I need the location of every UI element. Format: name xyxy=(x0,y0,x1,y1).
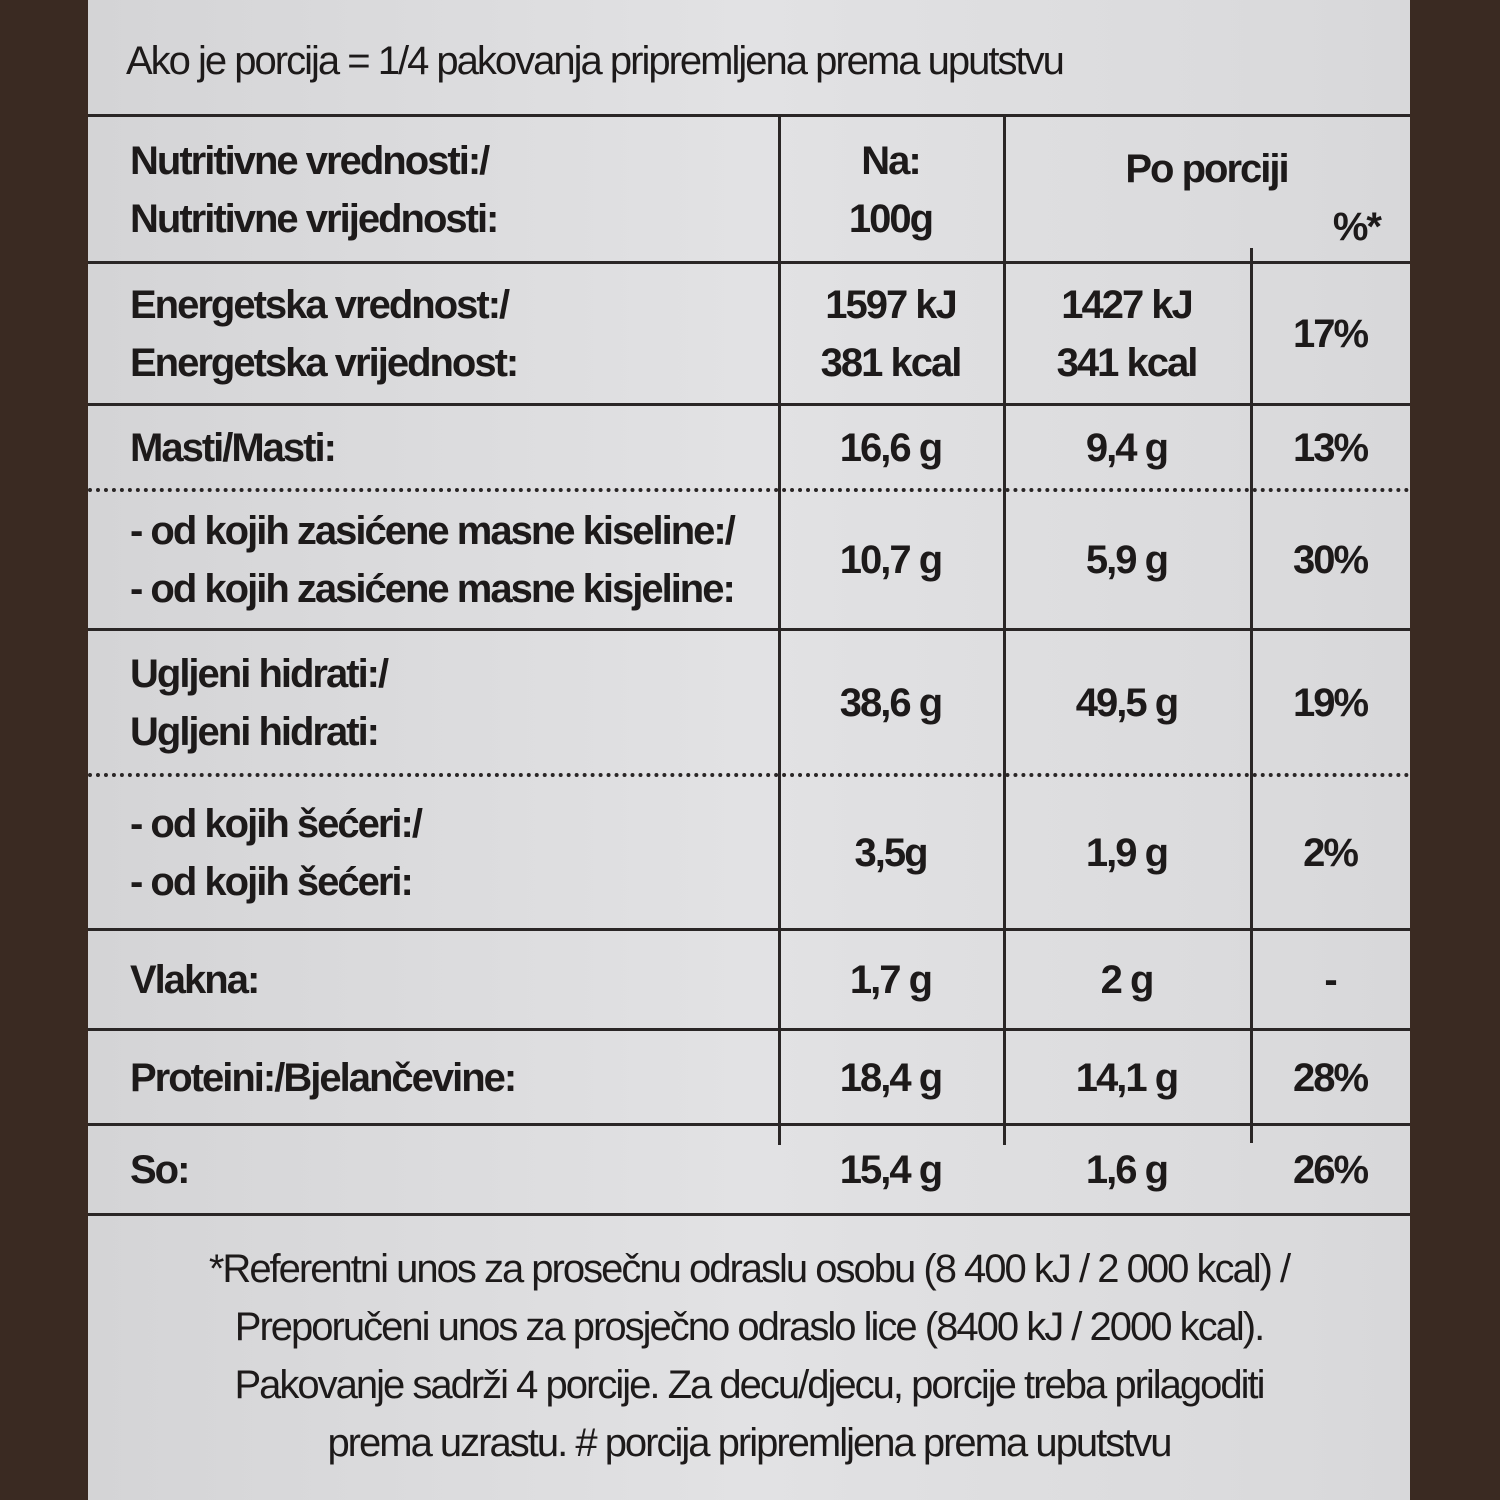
footnote: prema uzrastu. # porcija pripremljena pr… xyxy=(327,1421,1172,1465)
rule xyxy=(88,1028,1410,1031)
rule xyxy=(1003,115,1006,1145)
rule xyxy=(88,403,1410,406)
per-portion: 1427 kJ xyxy=(1061,283,1194,327)
percent: 17% xyxy=(1292,312,1369,356)
rule xyxy=(88,114,1410,117)
serving-note: Ako je porcija = 1/4 pakovanja pripremlj… xyxy=(126,39,1065,83)
per-portion: 341 kcal xyxy=(1056,341,1199,385)
per-100g: 381 kcal xyxy=(820,341,963,385)
rule xyxy=(1250,248,1253,1143)
per-portion: 2 g xyxy=(1100,958,1155,1002)
column-header: %* xyxy=(1332,205,1382,249)
rule xyxy=(88,928,1410,931)
column-header: Na: xyxy=(861,139,921,183)
row-label: Masti/Masti: xyxy=(130,425,337,470)
column-header: Nutritivne vrijednosti: xyxy=(130,197,499,241)
column-header: Po porciji xyxy=(1125,147,1289,191)
rule xyxy=(88,628,1410,631)
percent: 2% xyxy=(1303,830,1359,875)
rule xyxy=(88,1213,1410,1216)
row-label: - od kojih šećeri: xyxy=(130,859,414,904)
per-100g: 38,6 g xyxy=(839,680,943,725)
row-label: Energetska vrijednost: xyxy=(130,341,519,385)
percent: 26% xyxy=(1292,1148,1369,1192)
column-header: 100g xyxy=(848,197,934,241)
per-portion: 1,6 g xyxy=(1085,1148,1169,1192)
row-label: Proteini:/Bjelančevine: xyxy=(130,1055,517,1100)
per-100g: 1597 kJ xyxy=(825,283,958,327)
per-100g: 1,7 g xyxy=(849,958,933,1002)
row-label: Ugljeni hidrati: xyxy=(130,709,380,754)
percent: 30% xyxy=(1292,538,1369,582)
per-portion: 5,9 g xyxy=(1085,538,1169,582)
percent: 19% xyxy=(1292,680,1369,725)
per-100g: 16,6 g xyxy=(839,425,943,470)
row-label: - od kojih zasićene masne kiseline:/ xyxy=(130,509,736,553)
rule xyxy=(88,1123,1410,1126)
row-label: Vlakna: xyxy=(130,958,260,1002)
rule xyxy=(778,115,781,1145)
percent: 28% xyxy=(1292,1055,1369,1100)
row-label: Energetska vrednost:/ xyxy=(130,283,510,327)
percent: 13% xyxy=(1292,425,1369,470)
row-label: - od kojih zasićene masne kisjeline: xyxy=(130,567,736,611)
nutrition-label: Ako je porcija = 1/4 pakovanja pripremlj… xyxy=(88,0,1410,1500)
per-100g: 3,5g xyxy=(854,830,928,875)
rule xyxy=(88,261,1410,264)
per-100g: 18,4 g xyxy=(839,1055,943,1100)
column-header: Nutritivne vrednosti:/ xyxy=(130,139,490,183)
dotted-rule xyxy=(88,488,1410,492)
per-portion: 14,1 g xyxy=(1075,1055,1179,1100)
row-label: - od kojih šećeri:/ xyxy=(130,801,423,846)
footnote: Pakovanje sadrži 4 porcije. Za decu/djec… xyxy=(234,1363,1265,1407)
per-portion: 9,4 g xyxy=(1085,425,1169,470)
footnote: Preporučeni unos za prosječno odraslo li… xyxy=(234,1305,1265,1349)
per-portion: 49,5 g xyxy=(1075,680,1179,725)
per-100g: 10,7 g xyxy=(839,538,943,582)
dotted-rule xyxy=(88,773,1410,777)
row-label: So: xyxy=(130,1148,190,1192)
row-label: Ugljeni hidrati:/ xyxy=(130,651,389,696)
per-portion: 1,9 g xyxy=(1085,830,1169,875)
footnote: *Referentni unos za prosečnu odraslu oso… xyxy=(208,1247,1291,1291)
per-100g: 15,4 g xyxy=(839,1148,943,1192)
percent: - xyxy=(1324,958,1337,1002)
